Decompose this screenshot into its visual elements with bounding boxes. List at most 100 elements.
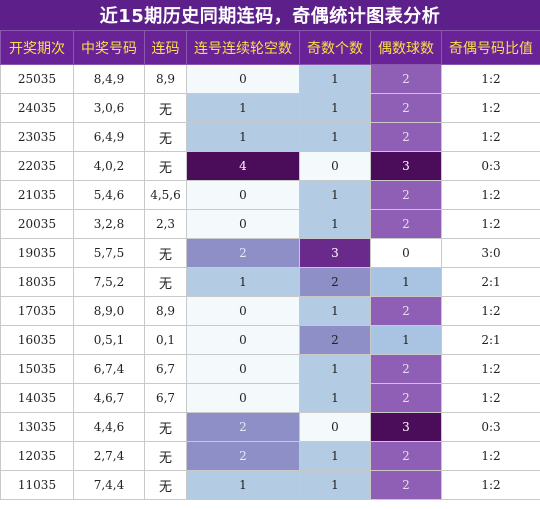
cell-gap: 1: [186, 93, 300, 123]
table-row: 18035 7,5,2 无 1 2 1 2:1: [0, 267, 540, 297]
cell-period: 17035: [0, 296, 74, 326]
cell-ratio: 0:3: [441, 151, 540, 181]
cell-gap: 0: [186, 180, 300, 210]
cell-ratio: 1:2: [441, 122, 540, 152]
cell-gap: 2: [186, 441, 300, 471]
cell-even-count: 2: [370, 64, 442, 94]
cell-period: 14035: [0, 383, 74, 413]
table-row: 23035 6,4,9 无 1 1 2 1:2: [0, 122, 540, 152]
cell-lianma: 无: [144, 267, 187, 297]
table-row: 16035 0,5,1 0,1 0 2 1 2:1: [0, 325, 540, 355]
cell-odd-count: 0: [299, 151, 371, 181]
cell-lianma: 8,9: [144, 296, 187, 326]
cell-lianma: 6,7: [144, 354, 187, 384]
cell-gap: 1: [186, 470, 300, 500]
cell-lianma: 无: [144, 93, 187, 123]
cell-numbers: 8,4,9: [73, 64, 145, 94]
cell-numbers: 4,6,7: [73, 383, 145, 413]
cell-odd-count: 0: [299, 412, 371, 442]
table-row: 12035 2,7,4 无 2 1 2 1:2: [0, 441, 540, 471]
header-odd-count: 奇数个数: [299, 30, 371, 65]
cell-odd-count: 2: [299, 267, 371, 297]
cell-gap: 0: [186, 325, 300, 355]
cell-odd-count: 1: [299, 470, 371, 500]
cell-period: 16035: [0, 325, 74, 355]
table-row: 19035 5,7,5 无 2 3 0 3:0: [0, 238, 540, 268]
cell-odd-count: 2: [299, 325, 371, 355]
cell-even-count: 3: [370, 412, 442, 442]
cell-ratio: 1:2: [441, 209, 540, 239]
cell-period: 21035: [0, 180, 74, 210]
cell-gap: 0: [186, 64, 300, 94]
cell-gap: 0: [186, 383, 300, 413]
cell-odd-count: 1: [299, 180, 371, 210]
cell-ratio: 1:2: [441, 180, 540, 210]
cell-period: 18035: [0, 267, 74, 297]
cell-odd-count: 1: [299, 296, 371, 326]
cell-odd-count: 1: [299, 354, 371, 384]
cell-numbers: 7,4,4: [73, 470, 145, 500]
cell-numbers: 8,9,0: [73, 296, 145, 326]
cell-gap: 0: [186, 209, 300, 239]
cell-gap: 0: [186, 296, 300, 326]
cell-lianma: 无: [144, 238, 187, 268]
table-row: 24035 3,0,6 无 1 1 2 1:2: [0, 93, 540, 123]
header-period: 开奖期次: [0, 30, 74, 65]
cell-gap: 1: [186, 267, 300, 297]
cell-numbers: 0,5,1: [73, 325, 145, 355]
cell-period: 11035: [0, 470, 74, 500]
cell-odd-count: 1: [299, 383, 371, 413]
cell-lianma: 4,5,6: [144, 180, 187, 210]
table-row: 20035 3,2,8 2,3 0 1 2 1:2: [0, 209, 540, 239]
cell-even-count: 2: [370, 296, 442, 326]
table-row: 21035 5,4,6 4,5,6 0 1 2 1:2: [0, 180, 540, 210]
table-row: 17035 8,9,0 8,9 0 1 2 1:2: [0, 296, 540, 326]
cell-lianma: 无: [144, 151, 187, 181]
cell-lianma: 8,9: [144, 64, 187, 94]
cell-ratio: 0:3: [441, 412, 540, 442]
cell-even-count: 2: [370, 122, 442, 152]
cell-gap: 2: [186, 238, 300, 268]
cell-numbers: 7,5,2: [73, 267, 145, 297]
cell-even-count: 2: [370, 441, 442, 471]
cell-odd-count: 1: [299, 122, 371, 152]
cell-lianma: 无: [144, 412, 187, 442]
table-row: 25035 8,4,9 8,9 0 1 2 1:2: [0, 64, 540, 94]
cell-odd-count: 1: [299, 64, 371, 94]
cell-lianma: 无: [144, 441, 187, 471]
cell-period: 19035: [0, 238, 74, 268]
cell-lianma: 无: [144, 470, 187, 500]
cell-numbers: 2,7,4: [73, 441, 145, 471]
cell-ratio: 2:1: [441, 267, 540, 297]
cell-period: 20035: [0, 209, 74, 239]
cell-numbers: 5,7,5: [73, 238, 145, 268]
header-even-count: 偶数球数: [370, 30, 442, 65]
header-numbers: 中奖号码: [73, 30, 145, 65]
cell-numbers: 3,2,8: [73, 209, 145, 239]
cell-ratio: 1:2: [441, 93, 540, 123]
cell-period: 23035: [0, 122, 74, 152]
cell-numbers: 3,0,6: [73, 93, 145, 123]
cell-period: 12035: [0, 441, 74, 471]
cell-even-count: 2: [370, 93, 442, 123]
cell-even-count: 2: [370, 209, 442, 239]
cell-even-count: 0: [370, 238, 442, 268]
table-row: 15035 6,7,4 6,7 0 1 2 1:2: [0, 354, 540, 384]
cell-period: 15035: [0, 354, 74, 384]
cell-even-count: 3: [370, 151, 442, 181]
cell-numbers: 6,7,4: [73, 354, 145, 384]
table-body: 25035 8,4,9 8,9 0 1 2 1:2 24035 3,0,6 无 1 1 2 1:2 2303…: [0, 64, 540, 500]
cell-lianma: 2,3: [144, 209, 187, 239]
header-row: 开奖期次 中奖号码 连码 连号连续轮空数 奇数个数 偶数球数 奇偶号码比值: [0, 30, 540, 65]
cell-odd-count: 1: [299, 93, 371, 123]
cell-gap: 1: [186, 122, 300, 152]
cell-numbers: 4,4,6: [73, 412, 145, 442]
cell-ratio: 1:2: [441, 470, 540, 500]
cell-ratio: 1:2: [441, 441, 540, 471]
table-row: 13035 4,4,6 无 2 0 3 0:3: [0, 412, 540, 442]
cell-odd-count: 1: [299, 209, 371, 239]
cell-numbers: 4,0,2: [73, 151, 145, 181]
cell-odd-count: 3: [299, 238, 371, 268]
cell-even-count: 2: [370, 383, 442, 413]
header-lianma: 连码: [144, 30, 187, 65]
